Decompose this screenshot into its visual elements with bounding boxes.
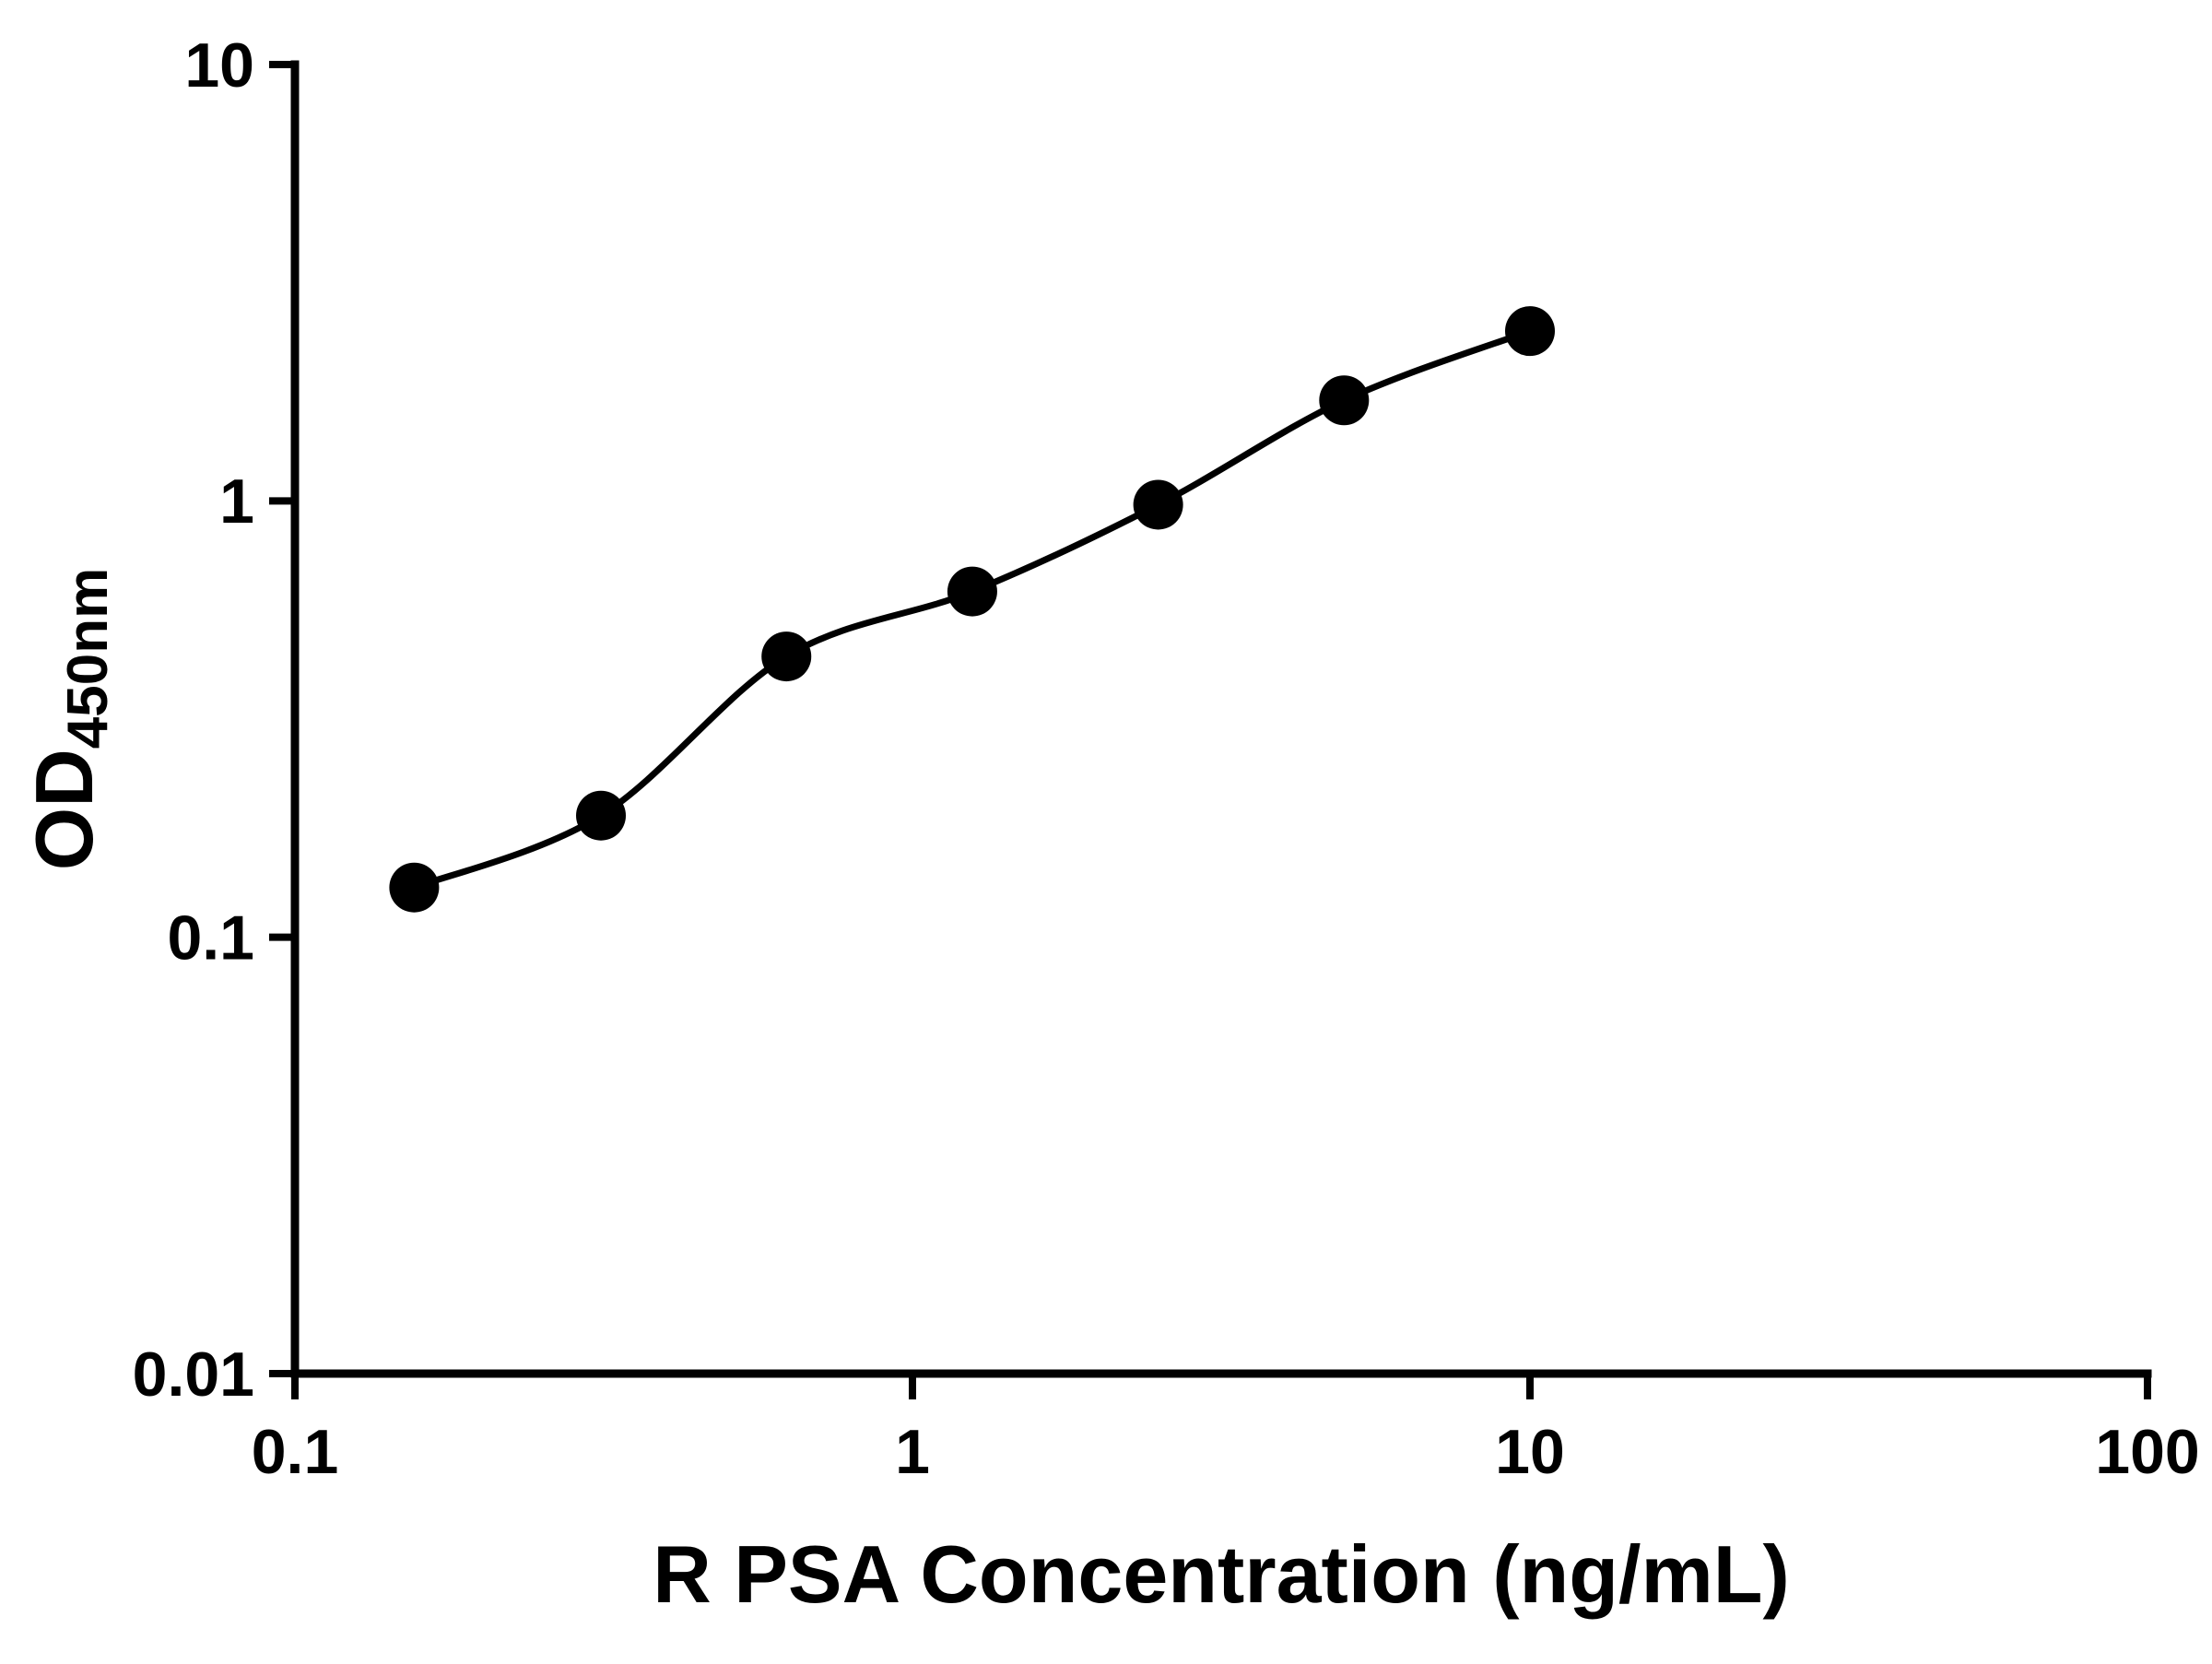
data-point <box>947 566 997 617</box>
data-point <box>389 862 440 913</box>
x-tick-label: 100 <box>2095 1417 2199 1487</box>
data-point <box>576 790 627 841</box>
y-axis-title: OD450nm <box>18 568 120 870</box>
axis-spines <box>290 60 2152 1378</box>
y-tick-label: 10 <box>184 30 254 100</box>
data-point <box>761 631 812 682</box>
y-axis-title-sub: 450nm <box>56 568 120 749</box>
y-tick-label: 1 <box>219 466 254 537</box>
x-tick-label: 0.1 <box>252 1417 339 1487</box>
y-axis-title-main: OD <box>18 749 110 870</box>
data-point <box>1319 375 1370 426</box>
plot-layer <box>389 306 1555 913</box>
x-tick-label: 10 <box>1495 1417 1565 1487</box>
data-point <box>1505 306 1555 357</box>
y-tick-label: 0.01 <box>133 1339 254 1410</box>
axes-layer <box>290 60 2152 1378</box>
x-tick-label: 1 <box>895 1417 930 1487</box>
y-tick-label: 0.1 <box>167 903 254 973</box>
data-point <box>1133 479 1183 530</box>
x-axis-title: R PSA Concentration (ng/mL) <box>653 1528 1790 1620</box>
